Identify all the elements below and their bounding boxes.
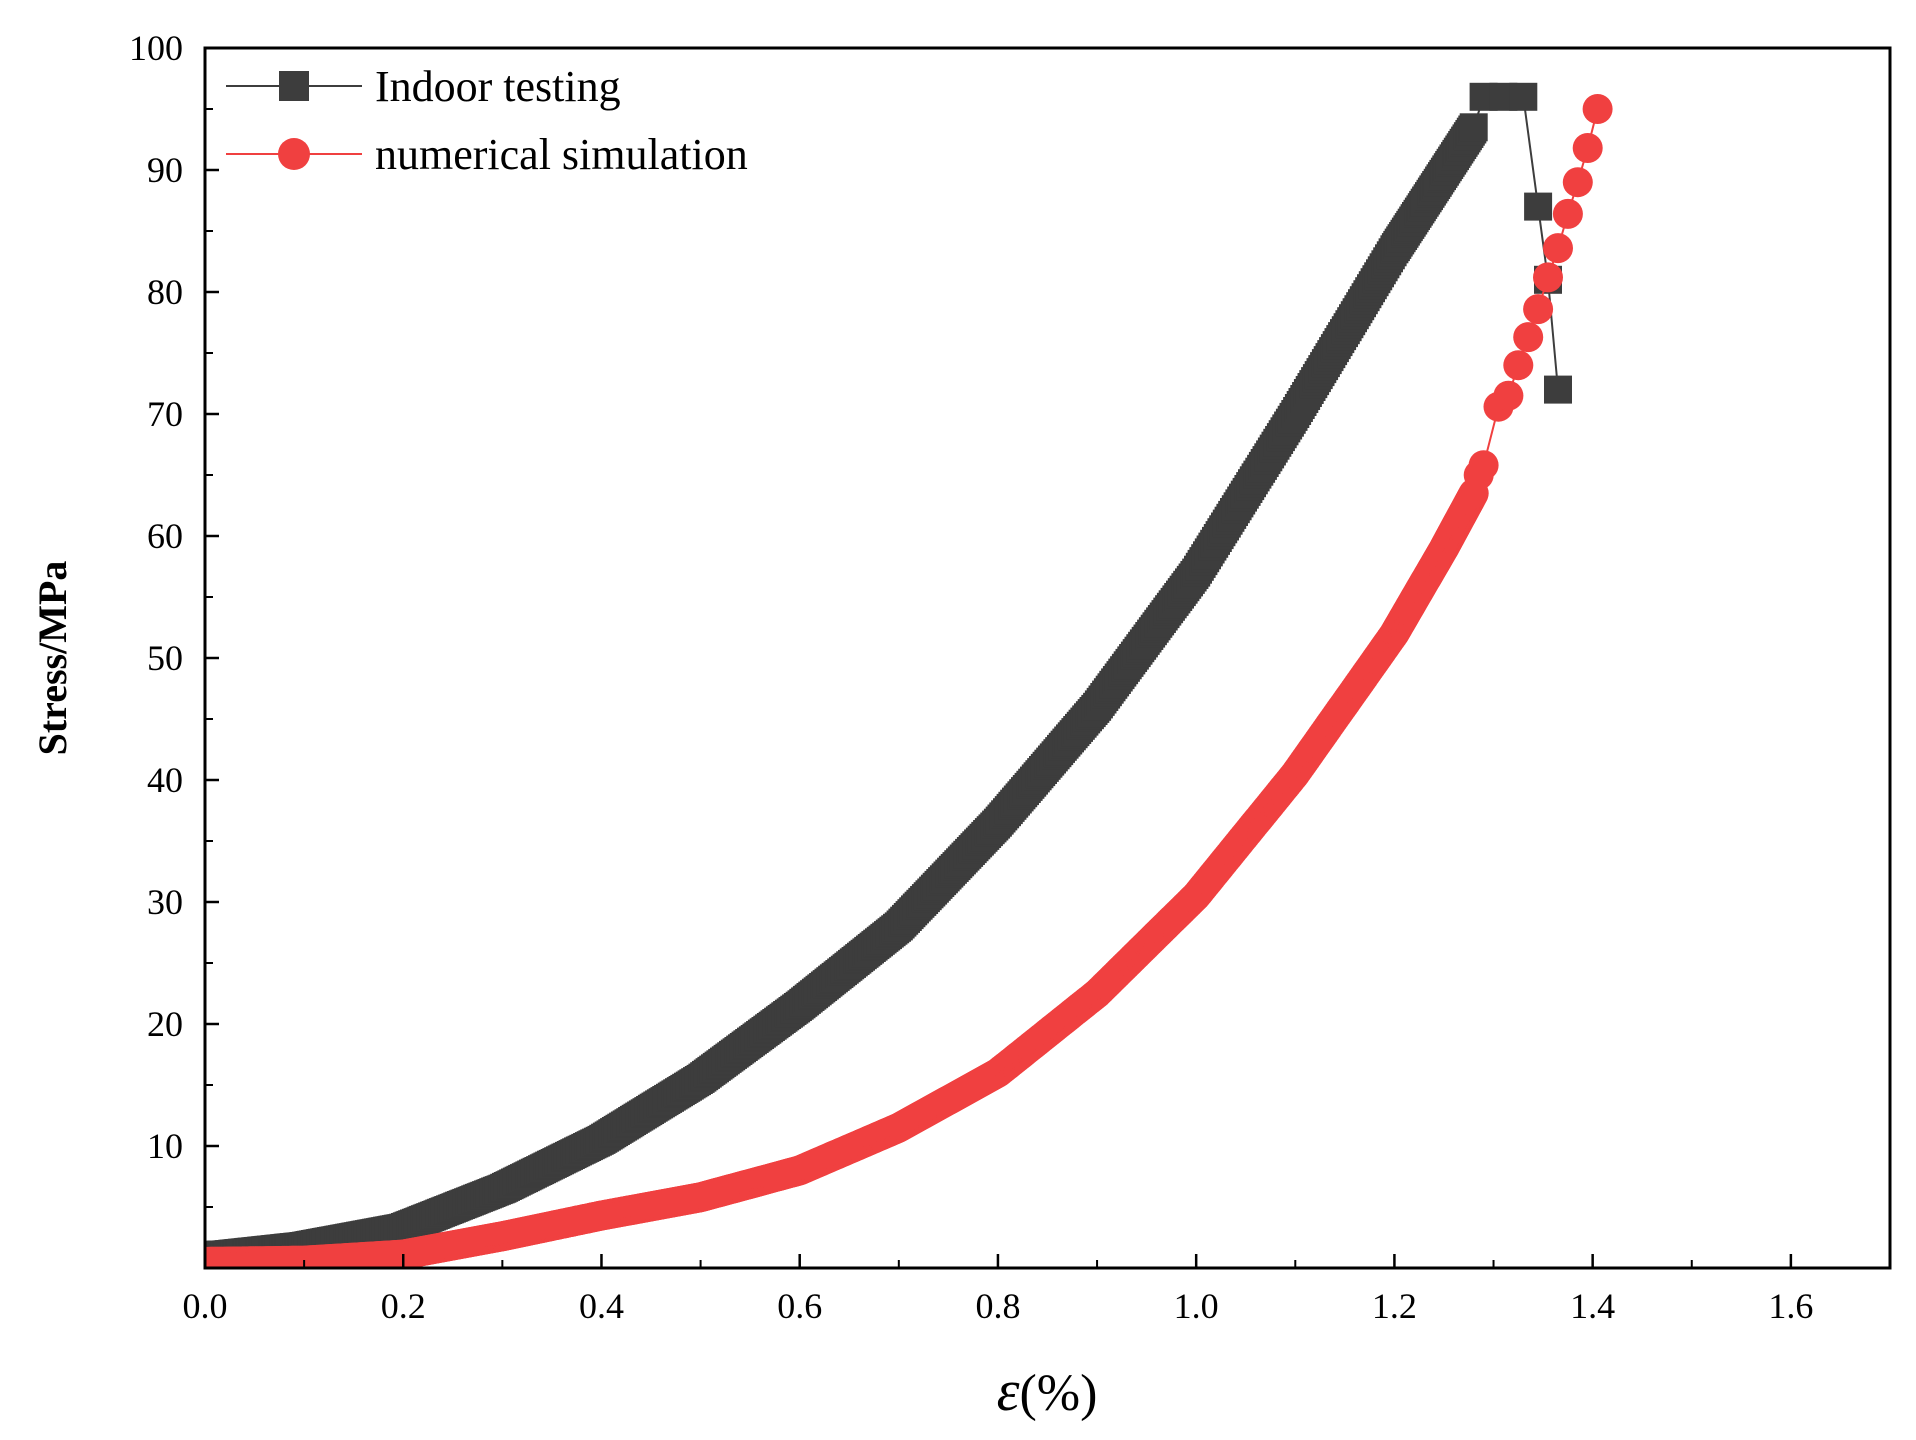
data-point-indoor-testing (1509, 82, 1538, 111)
legend-marker-indoor (279, 71, 309, 101)
data-point-numerical-simulation (1503, 350, 1534, 381)
x-tick-label: 0.2 (381, 1286, 426, 1326)
data-point-indoor-testing (1544, 375, 1572, 404)
x-tick-label: 0.8 (975, 1286, 1020, 1326)
x-axis-label-unit: (%) (1019, 1365, 1097, 1422)
x-axis-label-symbol: ε (997, 1358, 1020, 1423)
x-tick-label: 1.0 (1174, 1286, 1219, 1326)
y-tick-label: 100 (129, 28, 183, 68)
data-point-numerical-simulation (1468, 450, 1499, 481)
x-tick-label: 0.6 (777, 1286, 822, 1326)
data-point-indoor-testing (1459, 113, 1488, 142)
y-tick-label: 40 (147, 760, 183, 800)
y-axis-label: Stress/MPa (30, 561, 75, 756)
x-tick-label: 1.6 (1768, 1286, 1813, 1326)
y-tick-label: 50 (147, 638, 183, 678)
y-tick-label: 60 (147, 516, 183, 556)
y-tick-label: 20 (147, 1004, 183, 1044)
y-tick-label: 90 (147, 150, 183, 190)
data-point-numerical-simulation (1493, 380, 1524, 411)
x-tick-label: 0.0 (183, 1286, 228, 1326)
legend: Indoor testing numerical simulation (226, 62, 748, 179)
legend-label-indoor: Indoor testing (375, 62, 621, 111)
x-tick-label: 1.2 (1372, 1286, 1417, 1326)
data-point-indoor-testing (1524, 192, 1553, 221)
series-indoor-testing (205, 82, 1572, 1268)
data-point-numerical-simulation (1523, 294, 1554, 325)
legend-marker-simulation (278, 138, 310, 170)
x-tick-label: 1.4 (1570, 1286, 1615, 1326)
x-tick-label: 0.4 (579, 1286, 624, 1326)
y-tick-label: 30 (147, 882, 183, 922)
data-point-numerical-simulation (1572, 133, 1603, 163)
y-tick-label: 10 (147, 1126, 183, 1166)
data-point-numerical-simulation (1552, 198, 1583, 229)
data-point-numerical-simulation (1582, 94, 1613, 124)
series-numerical-simulation (205, 94, 1613, 1268)
legend-label-simulation: numerical simulation (375, 130, 748, 179)
data-point-numerical-simulation (1562, 167, 1593, 198)
data-point-numerical-simulation (1543, 233, 1573, 264)
plot-frame (203, 46, 1892, 1270)
data-point-numerical-simulation (1533, 262, 1563, 293)
x-axis-label: ε(%) (997, 1358, 1098, 1423)
data-point-numerical-simulation (1513, 322, 1544, 353)
y-tick-label: 80 (147, 272, 183, 312)
y-tick-label: 70 (147, 394, 183, 434)
